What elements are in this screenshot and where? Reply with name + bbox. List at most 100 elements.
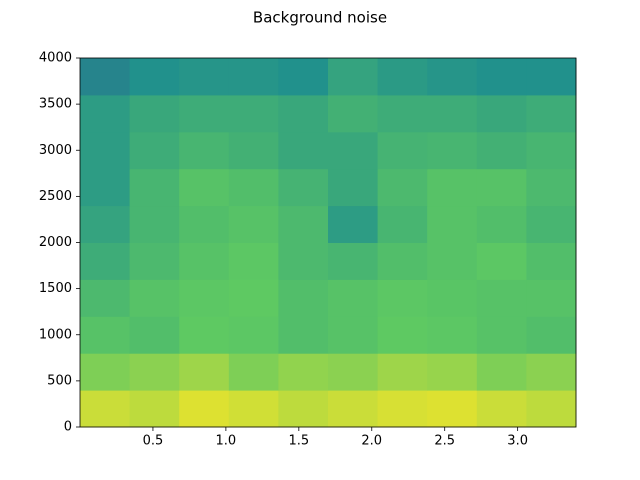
cell bbox=[80, 390, 131, 428]
cell bbox=[80, 168, 131, 207]
cell bbox=[476, 58, 527, 96]
cell bbox=[526, 205, 577, 243]
cell bbox=[278, 168, 329, 207]
cell bbox=[278, 205, 329, 243]
y-tick-label: 4000 bbox=[39, 51, 72, 66]
cell bbox=[278, 242, 329, 280]
cell bbox=[179, 58, 230, 96]
cell bbox=[427, 94, 478, 133]
cell bbox=[526, 58, 577, 96]
cell bbox=[228, 390, 279, 428]
cell bbox=[328, 58, 379, 96]
cell bbox=[278, 131, 329, 170]
cell bbox=[129, 316, 180, 354]
cell bbox=[427, 353, 478, 391]
chart-title: Background noise bbox=[253, 9, 387, 27]
cell bbox=[278, 94, 329, 133]
cell bbox=[129, 242, 180, 280]
cell bbox=[526, 168, 577, 207]
cell bbox=[526, 279, 577, 317]
cell bbox=[328, 279, 379, 317]
cell bbox=[80, 131, 131, 170]
cell bbox=[377, 316, 428, 354]
cell bbox=[278, 353, 329, 391]
x-tick-label: 3.0 bbox=[507, 434, 528, 449]
cell bbox=[129, 390, 180, 428]
cell bbox=[377, 131, 428, 170]
cell bbox=[129, 205, 180, 243]
cell bbox=[476, 242, 527, 280]
cell bbox=[129, 131, 180, 170]
cell bbox=[228, 94, 279, 133]
cell bbox=[179, 353, 230, 391]
cell bbox=[129, 168, 180, 207]
cell bbox=[476, 205, 527, 243]
cell bbox=[328, 205, 379, 243]
cell bbox=[80, 242, 131, 280]
x-tick-label: 1.5 bbox=[288, 434, 309, 449]
cell bbox=[278, 58, 329, 96]
cell bbox=[427, 58, 478, 96]
cell bbox=[179, 94, 230, 133]
cell bbox=[377, 390, 428, 428]
cell bbox=[328, 94, 379, 133]
cell bbox=[377, 242, 428, 280]
cell bbox=[129, 58, 180, 96]
y-tick-label: 0 bbox=[64, 420, 72, 435]
cell bbox=[179, 205, 230, 243]
cell bbox=[476, 353, 527, 391]
cell bbox=[80, 205, 131, 243]
cell bbox=[228, 353, 279, 391]
x-tick-label: 2.0 bbox=[361, 434, 382, 449]
cell bbox=[80, 58, 131, 96]
x-tick-label: 2.5 bbox=[434, 434, 455, 449]
cell bbox=[129, 94, 180, 133]
cell bbox=[526, 131, 577, 170]
cell bbox=[476, 168, 527, 207]
cell bbox=[526, 242, 577, 280]
y-tick-label: 2500 bbox=[39, 189, 72, 204]
cell bbox=[228, 205, 279, 243]
cell bbox=[228, 131, 279, 170]
cell bbox=[80, 353, 131, 391]
cell bbox=[228, 168, 279, 207]
cell bbox=[526, 316, 577, 354]
cell bbox=[278, 316, 329, 354]
y-tick-label: 500 bbox=[47, 373, 72, 388]
cell bbox=[427, 131, 478, 170]
cell bbox=[179, 316, 230, 354]
cell bbox=[228, 242, 279, 280]
cell bbox=[129, 279, 180, 317]
cell bbox=[179, 242, 230, 280]
cell bbox=[377, 353, 428, 391]
y-tick-label: 3500 bbox=[39, 97, 72, 112]
cell bbox=[328, 242, 379, 280]
y-tick-label: 1000 bbox=[39, 327, 72, 342]
y-tick-label: 1500 bbox=[39, 281, 72, 296]
cell bbox=[228, 316, 279, 354]
cell bbox=[526, 94, 577, 133]
x-tick-label: 0.5 bbox=[143, 434, 164, 449]
cell bbox=[526, 390, 577, 428]
cell bbox=[80, 94, 131, 133]
cell bbox=[476, 279, 527, 317]
cell bbox=[476, 316, 527, 354]
cell bbox=[377, 168, 428, 207]
cell bbox=[476, 131, 527, 170]
cell bbox=[80, 316, 131, 354]
y-tick-label: 2000 bbox=[39, 235, 72, 250]
cell bbox=[427, 168, 478, 207]
cell bbox=[228, 58, 279, 96]
cell bbox=[179, 279, 230, 317]
cell bbox=[179, 390, 230, 428]
cell bbox=[328, 353, 379, 391]
cell bbox=[427, 242, 478, 280]
cell bbox=[476, 390, 527, 428]
cell bbox=[179, 131, 230, 170]
cell bbox=[526, 353, 577, 391]
cell bbox=[427, 316, 478, 354]
cell bbox=[377, 58, 428, 96]
cell bbox=[278, 279, 329, 317]
